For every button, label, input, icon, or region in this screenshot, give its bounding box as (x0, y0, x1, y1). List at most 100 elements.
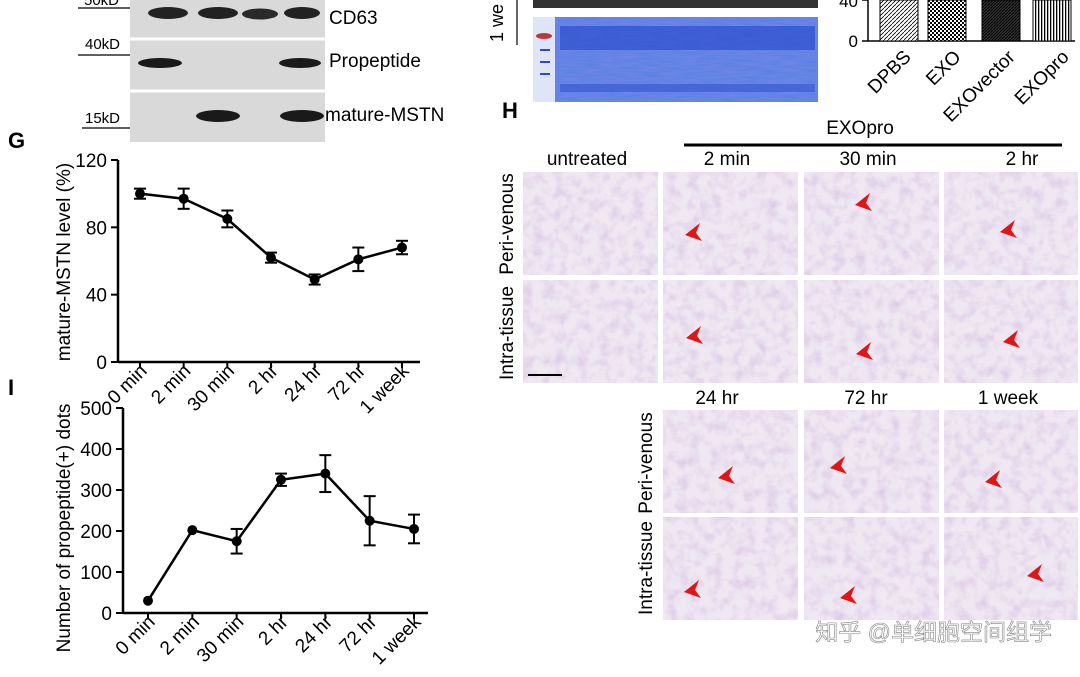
chart-g-data-point (222, 213, 233, 224)
gel-ladder-lane (533, 17, 555, 102)
panel-letter-h: H (502, 98, 518, 123)
chart-g-y-tick-label: 40 (86, 286, 107, 307)
chart-g-x-tick-label: 30 min (184, 361, 239, 416)
micrograph-texture (663, 280, 798, 383)
chart-g-data-point (266, 252, 276, 263)
band-cd63 (284, 7, 320, 19)
red-arrowhead (686, 326, 703, 344)
band-mature-mstn (196, 110, 240, 122)
marker-label: 15kD (85, 110, 120, 127)
chart-i-x-tick-label: 1 week (368, 611, 426, 669)
chart-i-x-tick-label: 2 hr (255, 611, 293, 649)
bar-exo (927, 0, 967, 42)
histology-panel: H EXOpro untreated 2 min 30 min 2 hr 24 … (497, 98, 1078, 620)
bar-category-label: EXO (922, 47, 965, 90)
marker-label: 50kD (84, 0, 119, 9)
col-title: 1 week (978, 388, 1039, 409)
bar-dpbs (879, 0, 919, 42)
bar-exopro (1032, 0, 1072, 42)
col-title: 2 min (704, 149, 750, 170)
gel-side-label: 1 we (487, 4, 507, 42)
bar-category-label: DPBS (864, 47, 915, 98)
chart-i-y-tick-label: 400 (80, 440, 112, 461)
band-label: Propeptide (329, 51, 421, 72)
micrograph-texture (663, 172, 798, 275)
chart-i-x-tick-label: 0 min (112, 612, 160, 660)
band-propeptide (138, 58, 182, 68)
col-title: 2 hr (1006, 149, 1039, 170)
chart-g-y-tick-label: 120 (75, 151, 107, 172)
chart-g-data-point (353, 254, 364, 265)
chart-i-data-point (364, 515, 375, 526)
red-arrowhead (985, 470, 1002, 488)
chart-g-series-line (139, 192, 403, 281)
western-blot: 50kD 40kD 15kD CD63 Propeptide mature-MS… (78, 0, 444, 142)
red-arrowhead (684, 580, 701, 598)
micrograph-texture (663, 517, 798, 620)
panel-letter-i: I (8, 375, 14, 400)
micrograph-texture (804, 410, 939, 513)
micrograph-texture (944, 517, 1078, 620)
chart-g-data-point (397, 242, 407, 253)
micrograph-texture (523, 172, 658, 275)
exopro-group-label: EXOpro (826, 118, 894, 139)
chart-i-y-axis-label: Number of propeptide(+) dots (54, 404, 75, 653)
band-cd63 (242, 8, 278, 20)
col-title: untreated (547, 149, 627, 170)
band-propeptide (279, 58, 321, 68)
row-label: Intra-tissue (636, 521, 657, 615)
red-arrowhead (1000, 220, 1017, 238)
chart-g-x-tick-label: 24 hr (281, 360, 327, 406)
band-cd63 (148, 7, 188, 19)
bar-exovector (981, 0, 1021, 42)
red-arrowhead (685, 223, 702, 241)
row-label: Intra-tissue (497, 286, 518, 380)
bar-chart-fragment: 40 0 DPBS EXO EXOvector EXOpro (839, 0, 1075, 127)
panel-letter-g: G (8, 128, 25, 153)
chart-g-data-point (135, 188, 145, 199)
chart-g-x-tick-label: 1 week (356, 360, 414, 418)
band-cd63 (198, 7, 238, 19)
chart-i-data-point (231, 536, 242, 547)
gel-low-band (560, 84, 815, 92)
micrograph-texture (663, 410, 798, 513)
chart-i-x-tick-label: 30 min (193, 612, 248, 667)
chart-i-y-tick-label: 100 (80, 563, 112, 584)
micrograph-grid (523, 172, 1078, 620)
watermark: 知乎 @单细胞空间组学 (815, 619, 1052, 645)
red-arrowhead (718, 466, 735, 484)
coomassie-gel: 1 we (487, 0, 818, 102)
chart-i-x-tick-label: 24 hr (291, 611, 337, 657)
ladder-band (536, 33, 552, 39)
band-mature-mstn (280, 110, 324, 122)
micrograph-texture (804, 280, 939, 383)
chart-i-y-tick-label: 0 (101, 604, 112, 625)
col-title: 72 hr (844, 388, 888, 409)
chart-i-data-point (143, 595, 153, 606)
chart-g-y-axis-label: mature-MSTN level (%) (54, 163, 75, 361)
col-title: 24 hr (695, 388, 739, 409)
red-arrowhead (1003, 330, 1020, 348)
chart-g-x-tick-label: 2 hr (245, 360, 283, 398)
micrograph-texture (804, 517, 939, 620)
red-arrowhead (830, 456, 847, 474)
chart-i-series-line (146, 472, 415, 602)
band-label: CD63 (329, 8, 378, 29)
chart-g-data-point (178, 193, 189, 204)
chart-i-data-point (187, 525, 198, 536)
chart-g-data-point (309, 274, 320, 285)
chart-i-y-tick-label: 300 (80, 481, 112, 502)
chart-i-y-tick-label: 200 (80, 522, 112, 543)
micrograph-texture (944, 410, 1078, 513)
col-title: 30 min (839, 149, 896, 170)
bar-category-label: EXOpro (1011, 47, 1074, 110)
bar-y-tick-label: 40 (839, 0, 858, 11)
chart-i-y-tick-label: 500 (80, 399, 112, 420)
row-label: Peri-venous (497, 173, 518, 274)
chart-i-data-point (409, 523, 419, 534)
chart-g-y-tick-label: 0 (96, 353, 107, 374)
red-arrowhead (840, 586, 857, 604)
chart-i-data-point (320, 468, 331, 479)
